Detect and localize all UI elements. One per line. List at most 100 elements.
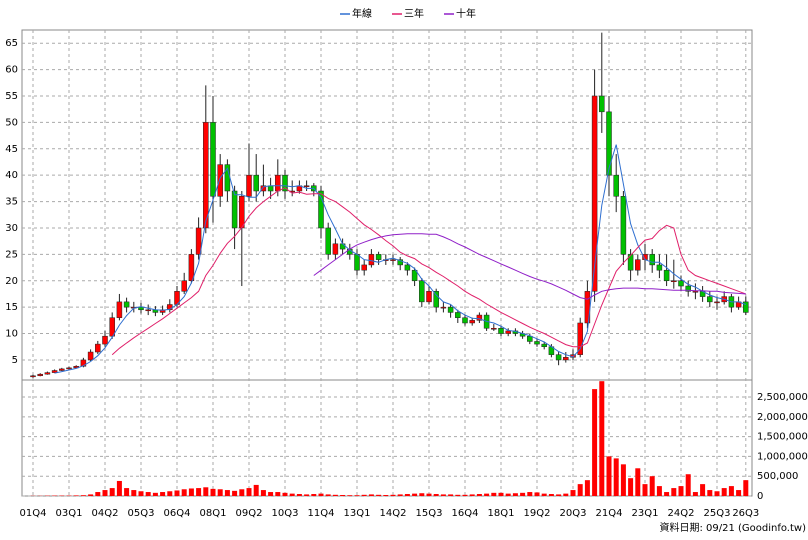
volume-bar — [73, 495, 79, 496]
ma-line — [313, 233, 746, 300]
volume-bar — [613, 458, 619, 496]
x-tick-label: 20Q3 — [560, 508, 587, 519]
candle-body — [260, 185, 267, 192]
y-tick-label: 55 — [5, 91, 18, 102]
candle-body — [743, 301, 749, 313]
candle-body — [231, 190, 238, 229]
x-tick-label: 01Q4 — [20, 508, 47, 519]
volume-bar — [469, 494, 475, 496]
volume-bar — [311, 494, 317, 496]
candle-body — [455, 312, 461, 318]
candle-body — [375, 254, 382, 260]
x-tick-label: 10Q3 — [272, 508, 299, 519]
volume-bar — [124, 488, 130, 496]
volume-bar — [577, 484, 583, 496]
volume-bar — [628, 478, 634, 496]
ma-line — [111, 187, 746, 356]
candle-body — [534, 341, 540, 345]
candle-body — [563, 357, 569, 361]
x-tick-label: 04Q2 — [92, 508, 119, 519]
candle-body — [404, 264, 411, 271]
volume-bar — [397, 494, 403, 496]
candle-body — [253, 174, 259, 192]
legend-label: 十年 — [456, 7, 476, 20]
y-tick-label: 20 — [5, 276, 18, 287]
x-tick-label: 19Q2 — [524, 508, 551, 519]
volume-bar — [527, 492, 533, 496]
y-tick-label: 15 — [5, 302, 18, 313]
volume-bar — [210, 488, 216, 496]
volume-bar — [685, 474, 691, 496]
candle-body — [87, 351, 94, 361]
ma-line — [54, 144, 746, 374]
candle-body — [66, 367, 72, 370]
candle-body — [80, 359, 87, 367]
candle-body — [577, 322, 583, 355]
candle-body — [368, 254, 375, 266]
volume-bar — [476, 494, 482, 496]
volume-bar — [404, 494, 410, 496]
x-tick-label: 18Q1 — [488, 508, 515, 519]
volume-bar — [232, 490, 238, 496]
volume-bar — [167, 491, 173, 496]
volume-bar — [217, 489, 223, 496]
y-tick-label: 40 — [5, 170, 18, 181]
candle-body — [606, 111, 612, 176]
candle-body — [447, 306, 454, 313]
candle-body — [555, 354, 562, 361]
volume-bar — [325, 494, 331, 496]
candle-body — [433, 291, 439, 308]
y2-tick-label: 1,500,000 — [757, 432, 808, 443]
candle-body — [627, 254, 634, 271]
candle-body — [325, 227, 331, 255]
volume-bar — [584, 480, 590, 496]
volume-bar — [692, 492, 698, 496]
volume-bar — [131, 490, 137, 496]
volume-bar — [570, 490, 576, 496]
volume-bar — [253, 484, 259, 496]
legend-label: 三年 — [404, 7, 424, 20]
volume-bar — [368, 494, 374, 496]
candle-body — [649, 254, 655, 266]
candle-body — [663, 269, 670, 282]
y-tick-label: 60 — [5, 65, 18, 76]
candle-body — [656, 264, 663, 271]
candle-body — [217, 164, 223, 197]
volume-bar — [678, 486, 684, 496]
candle-body — [332, 243, 339, 255]
volume-bar — [304, 494, 310, 496]
volume-bar — [736, 490, 742, 496]
volume-bar — [138, 491, 144, 496]
volume-bar — [246, 488, 252, 496]
volume-bar — [599, 381, 605, 496]
volume-bar — [548, 494, 554, 496]
volume-bar — [534, 492, 540, 496]
volume-bar — [282, 492, 288, 496]
volume-bar — [116, 480, 122, 496]
candle-body — [692, 291, 699, 293]
volume-bar — [289, 493, 295, 496]
volume-bar — [505, 493, 511, 496]
y-tick-label: 45 — [5, 144, 18, 155]
candle-body — [30, 375, 36, 378]
volume-bar — [95, 492, 101, 496]
candle-body — [303, 185, 310, 187]
volume-bar — [498, 492, 504, 496]
candle-body — [685, 285, 691, 292]
volume-bar — [433, 494, 439, 496]
x-tick-label: 03Q1 — [56, 508, 83, 519]
y-tick-label: 35 — [5, 197, 18, 208]
candle-body — [159, 309, 166, 313]
candle-body — [145, 309, 151, 312]
candle-body — [354, 254, 360, 271]
candle-body — [239, 196, 245, 229]
candle-body — [109, 317, 115, 337]
candle-body — [102, 335, 108, 345]
y-tick-label: 25 — [5, 249, 18, 260]
volume-bar — [260, 490, 266, 496]
x-tick-label: 26Q3 — [732, 508, 759, 519]
legend-label: 年線 — [352, 7, 372, 20]
volume-bar — [152, 492, 158, 496]
volume-bar — [224, 490, 230, 496]
volume-bar — [145, 492, 151, 496]
